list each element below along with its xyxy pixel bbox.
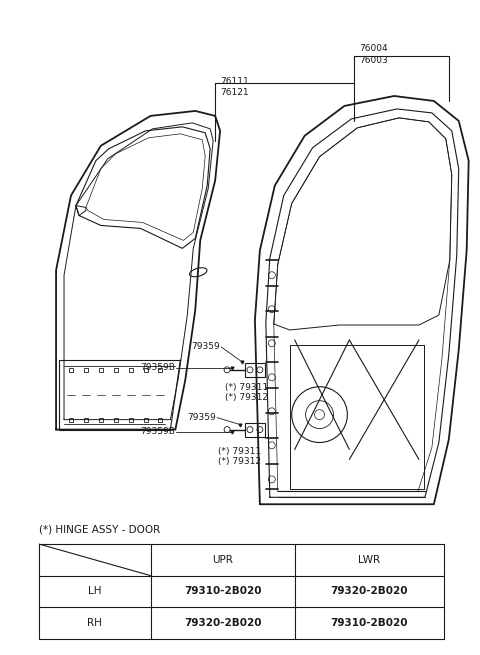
Text: 79359: 79359: [187, 413, 216, 422]
Text: RH: RH: [87, 618, 102, 628]
Text: 79320-2B020: 79320-2B020: [331, 586, 408, 596]
Text: (*) 79312: (*) 79312: [225, 393, 268, 402]
Bar: [245, 363, 265, 377]
Text: 79310-2B020: 79310-2B020: [331, 618, 408, 628]
Text: 79359B: 79359B: [141, 427, 175, 436]
Bar: [245, 422, 265, 436]
Text: (*) 79312: (*) 79312: [218, 457, 261, 466]
Text: 79359B: 79359B: [141, 364, 175, 372]
Text: (*) 79311: (*) 79311: [225, 383, 268, 392]
Text: UPR: UPR: [212, 555, 233, 565]
Text: (*) 79311: (*) 79311: [218, 447, 261, 456]
Text: (*) HINGE ASSY - DOOR: (*) HINGE ASSY - DOOR: [39, 524, 160, 534]
Text: 79359: 79359: [192, 343, 220, 352]
Text: 76121: 76121: [220, 88, 249, 98]
Text: 79310-2B020: 79310-2B020: [184, 586, 261, 596]
Bar: [39, 544, 444, 639]
Text: LH: LH: [88, 586, 102, 596]
Text: 76004: 76004: [360, 44, 388, 52]
Text: LWR: LWR: [358, 555, 380, 565]
Text: 76111: 76111: [220, 77, 249, 86]
Text: 79320-2B020: 79320-2B020: [184, 618, 261, 628]
Text: 76003: 76003: [360, 56, 388, 65]
